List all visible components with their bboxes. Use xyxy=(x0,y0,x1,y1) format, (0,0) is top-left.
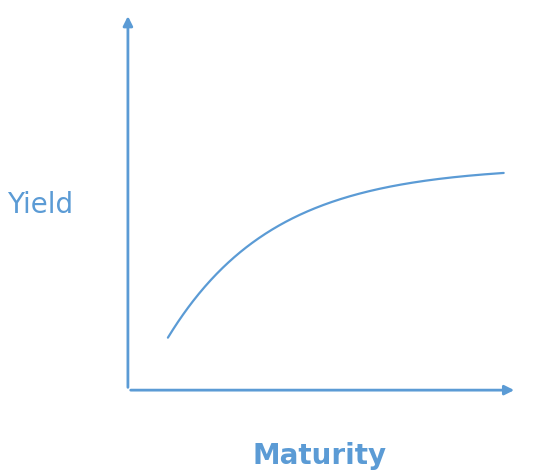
Text: Yield: Yield xyxy=(7,191,73,218)
Text: Maturity: Maturity xyxy=(253,441,387,468)
